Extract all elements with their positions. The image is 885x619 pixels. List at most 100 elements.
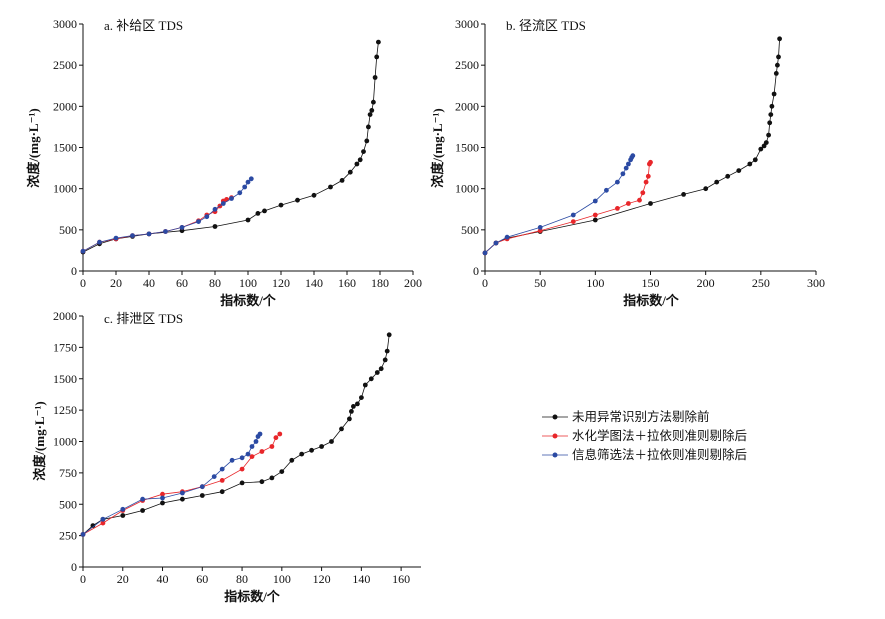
data-point-unfiltered [752, 157, 758, 163]
data-point-hydrochem [219, 478, 225, 483]
data-point-hydrochem [640, 190, 646, 196]
data-point-info-screen [179, 225, 185, 230]
data-point-unfiltered [776, 54, 781, 60]
data-point-info-screen [120, 506, 126, 512]
panel-c-xlabel: 指标数/个 [224, 589, 281, 604]
data-point-unfiltered [319, 444, 324, 449]
data-point-info-screen [229, 196, 234, 201]
data-point-unfiltered [357, 157, 363, 163]
data-point-unfiltered [758, 146, 764, 152]
data-point-info-screen [160, 495, 165, 501]
y-tick-label: 2500 [455, 58, 479, 72]
x-tick-label: 50 [534, 276, 546, 290]
panel-a-recharge-tds: a. 补给区 TDS 指标数/个 浓度/(mg·L⁻¹) 0 20 40 60 80 10… [26, 17, 422, 308]
data-point-unfiltered [328, 184, 333, 190]
data-point-info-screen [604, 187, 609, 193]
legend-label-hydrochem: 水化学图法＋拉依则准则剔除后 [572, 428, 747, 443]
data-point-info-screen [570, 212, 576, 218]
data-point-unfiltered [349, 409, 354, 414]
data-point-unfiltered [771, 91, 777, 97]
series-line-unfiltered [82, 334, 390, 535]
data-point-unfiltered [648, 201, 653, 206]
x-tick-label: 150 [642, 276, 660, 290]
panel-c-discharge-tds: c. 排泄区 TDS 指标数/个 浓度/(mg·L⁻¹) 0 20 40 60 80 10… [32, 309, 421, 604]
y-tick-label: 1000 [455, 182, 479, 196]
data-point-hydrochem [637, 197, 642, 203]
data-point-unfiltered [354, 161, 360, 167]
data-point-unfiltered [369, 108, 375, 113]
y-tick-label: 0 [473, 264, 479, 278]
data-point-hydrochem [160, 491, 165, 497]
x-tick-label: 140 [305, 276, 323, 290]
data-point-unfiltered [179, 228, 185, 234]
x-tick-label: 20 [117, 572, 129, 586]
series-line-unfiltered [484, 38, 780, 254]
data-point-unfiltered [382, 357, 388, 363]
data-point-unfiltered [355, 401, 360, 407]
x-tick-label: 100 [586, 276, 604, 290]
y-tick-label: 0 [71, 560, 77, 574]
data-point-unfiltered [376, 39, 381, 45]
data-point-info-screen [130, 233, 135, 239]
data-point-info-screen [482, 250, 488, 256]
panel-a-title: a. 补给区 TDS [104, 18, 183, 33]
x-tick-label: 60 [176, 276, 188, 290]
data-point-unfiltered [299, 451, 305, 457]
data-point-info-screen [239, 455, 245, 461]
data-point-unfiltered [773, 71, 779, 76]
data-point-hydrochem [645, 173, 651, 179]
data-point-hydrochem [269, 444, 275, 449]
panel-b-title: b. 径流区 TDS [506, 18, 586, 33]
data-point-info-screen [630, 153, 636, 159]
y-tick-label: 1000 [53, 435, 77, 449]
data-point-info-screen [180, 490, 185, 496]
data-point-unfiltered [359, 395, 364, 400]
data-point-info-screen [229, 457, 235, 463]
panel-c-title: c. 排泄区 TDS [104, 311, 183, 326]
panel-b-runoff-tds: b. 径流区 TDS 指标数/个 浓度/(mg·L⁻¹) 0 50 100 150 20… [430, 17, 825, 308]
data-point-unfiltered [366, 124, 371, 130]
data-point-unfiltered [592, 217, 598, 223]
x-tick-label: 80 [209, 276, 221, 290]
x-tick-label: 200 [697, 276, 715, 290]
data-point-unfiltered [747, 161, 753, 167]
legend-item-hydrochem: 水化学图法＋拉依则准则剔除后 [542, 428, 747, 443]
y-tick-label: 500 [461, 223, 479, 237]
data-point-unfiltered [768, 112, 774, 117]
data-point-unfiltered [219, 489, 225, 495]
x-tick-label: 80 [236, 572, 248, 586]
legend-marker-info-screen [552, 452, 558, 458]
data-point-unfiltered [367, 112, 373, 117]
data-point-info-screen [140, 496, 146, 502]
data-point-info-screen [626, 161, 631, 167]
data-point-unfiltered [347, 169, 353, 175]
data-point-hydrochem [537, 228, 543, 234]
data-point-info-screen [504, 234, 510, 240]
data-point-unfiltered [347, 416, 352, 422]
data-point-unfiltered [378, 366, 384, 372]
legend-label-info-screen: 信息筛选法＋拉依则准则剔除后 [572, 447, 747, 462]
data-point-unfiltered [372, 75, 378, 80]
data-point-unfiltered [766, 132, 771, 138]
data-point-unfiltered [245, 217, 251, 223]
data-point-hydrochem [259, 449, 265, 454]
y-tick-label: 2000 [53, 309, 77, 323]
data-point-hydrochem [239, 466, 245, 472]
panel-a-xlabel: 指标数/个 [220, 293, 277, 308]
panel-a-ylabel: 浓度/(mg·L⁻¹) [26, 108, 41, 187]
data-point-unfiltered [769, 103, 775, 109]
legend-marker-hydrochem [552, 433, 558, 439]
x-tick-label: 140 [352, 572, 370, 586]
series-line-info-screen [82, 433, 261, 535]
data-point-unfiltered [374, 54, 380, 60]
data-point-info-screen [242, 184, 248, 190]
data-point-info-screen [211, 474, 217, 479]
data-point-unfiltered [199, 493, 205, 498]
y-tick-label: 0 [71, 264, 77, 278]
series-line-unfiltered [82, 42, 379, 253]
y-tick-label: 750 [59, 466, 77, 480]
panel-c-ylabel: 浓度/(mg·L⁻¹) [32, 401, 47, 480]
data-point-info-screen [80, 248, 86, 254]
data-point-info-screen [113, 235, 119, 241]
